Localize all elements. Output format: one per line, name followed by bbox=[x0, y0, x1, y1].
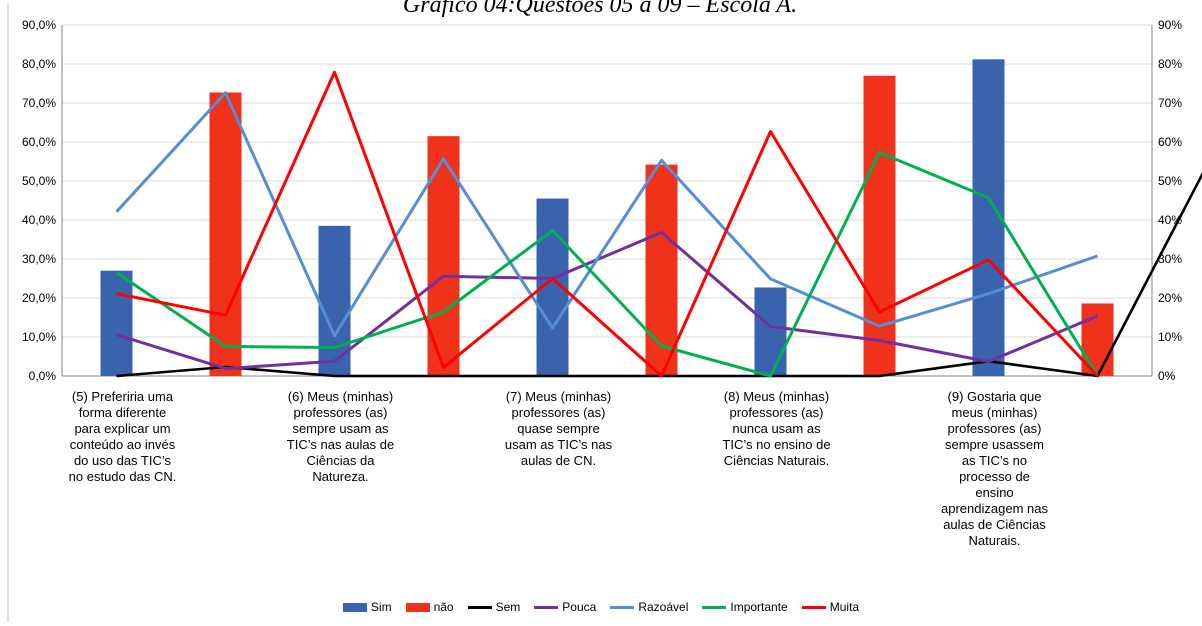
legend-item: Muita bbox=[801, 600, 860, 614]
y-tick-left: 20,0% bbox=[22, 291, 56, 305]
legend-label: Muita bbox=[829, 600, 860, 614]
legend-item: Sim bbox=[342, 600, 392, 614]
legend-label: não bbox=[433, 600, 454, 614]
legend-item: Razoável bbox=[610, 600, 688, 614]
category-label: (8) Meus (minhas) professores (as) nunca… bbox=[722, 389, 831, 468]
y-tick-right: 20% bbox=[1158, 291, 1182, 305]
line-razovel bbox=[115, 91, 1098, 338]
legend-item: Pouca bbox=[534, 600, 596, 614]
line-muita bbox=[116, 70, 1099, 378]
chart-title: Gráfico 04:Questões 05 a 09 – Escola A. bbox=[403, 0, 797, 18]
y-tick-right: 90% bbox=[1158, 18, 1182, 32]
category-label: (6) Meus (minhas) professores (as) sempr… bbox=[286, 389, 395, 484]
y-tick-left: 30,0% bbox=[22, 252, 56, 266]
bar-não bbox=[863, 75, 896, 376]
y-tick-right: 50% bbox=[1158, 174, 1182, 188]
legend-swatch bbox=[405, 602, 430, 612]
legend-label: Razoável bbox=[638, 600, 689, 614]
bar-sim bbox=[318, 225, 351, 376]
y-tick-right: 40% bbox=[1158, 213, 1182, 227]
legend-label: Sim bbox=[370, 600, 392, 614]
legend-label: Pouca bbox=[562, 600, 597, 614]
legend-label: Importante bbox=[730, 600, 788, 614]
y-tick-right: 70% bbox=[1158, 96, 1182, 110]
legend-item: Sem bbox=[467, 600, 521, 614]
y-tick-left: 90,0% bbox=[22, 18, 56, 32]
y-tick-right: 10% bbox=[1158, 330, 1182, 344]
y-axis-right-ticks: 0% 10% 20% 30% 40% 50% 60% 70% 80% 90% bbox=[1158, 18, 1182, 383]
legend: Sim não Sem Pouca Razoável Importante Muita bbox=[0, 600, 1202, 614]
y-tick-left: 70,0% bbox=[22, 96, 56, 110]
bar-sim bbox=[754, 287, 787, 376]
y-tick-left: 40,0% bbox=[22, 213, 56, 227]
series-lines bbox=[115, 70, 1202, 378]
bar-sim bbox=[100, 270, 133, 376]
legend-item: Importante bbox=[702, 600, 788, 614]
y-tick-right: 60% bbox=[1158, 135, 1182, 149]
gridlines bbox=[62, 24, 1152, 338]
category-label: (9) Gostaria que meus (minhas) professor… bbox=[941, 389, 1048, 548]
y-tick-right: 0% bbox=[1158, 369, 1176, 383]
y-tick-left: 50,0% bbox=[22, 174, 56, 188]
y-tick-right: 80% bbox=[1158, 57, 1182, 71]
y-tick-left: 10,0% bbox=[22, 330, 56, 344]
legend-swatch bbox=[534, 605, 559, 609]
y-tick-left: 0,0% bbox=[29, 369, 57, 383]
bar-não bbox=[209, 92, 242, 376]
legend-swatch bbox=[610, 605, 635, 609]
legend-swatch bbox=[801, 605, 826, 609]
bar-não bbox=[645, 164, 678, 376]
line-pouca bbox=[116, 231, 1099, 371]
legend-item: não bbox=[405, 600, 454, 614]
legend-swatch bbox=[342, 602, 367, 612]
legend-swatch bbox=[702, 605, 727, 609]
legend-swatch bbox=[467, 605, 492, 609]
y-tick-left: 80,0% bbox=[22, 57, 56, 71]
y-tick-left: 60,0% bbox=[22, 135, 56, 149]
line-importante bbox=[115, 151, 1099, 378]
y-tick-right: 30% bbox=[1158, 252, 1182, 266]
legend-label: Sem bbox=[495, 600, 521, 614]
category-label: (5) Preferiria uma forma diferente para … bbox=[68, 389, 177, 484]
category-label: (7) Meus (minhas) professores (as) quase… bbox=[504, 389, 613, 468]
y-axis-left-ticks: 0,0% 10,0% 20,0% 30,0% 40,0% 50,0% 60,0% 70,0% 8… bbox=[22, 18, 56, 383]
